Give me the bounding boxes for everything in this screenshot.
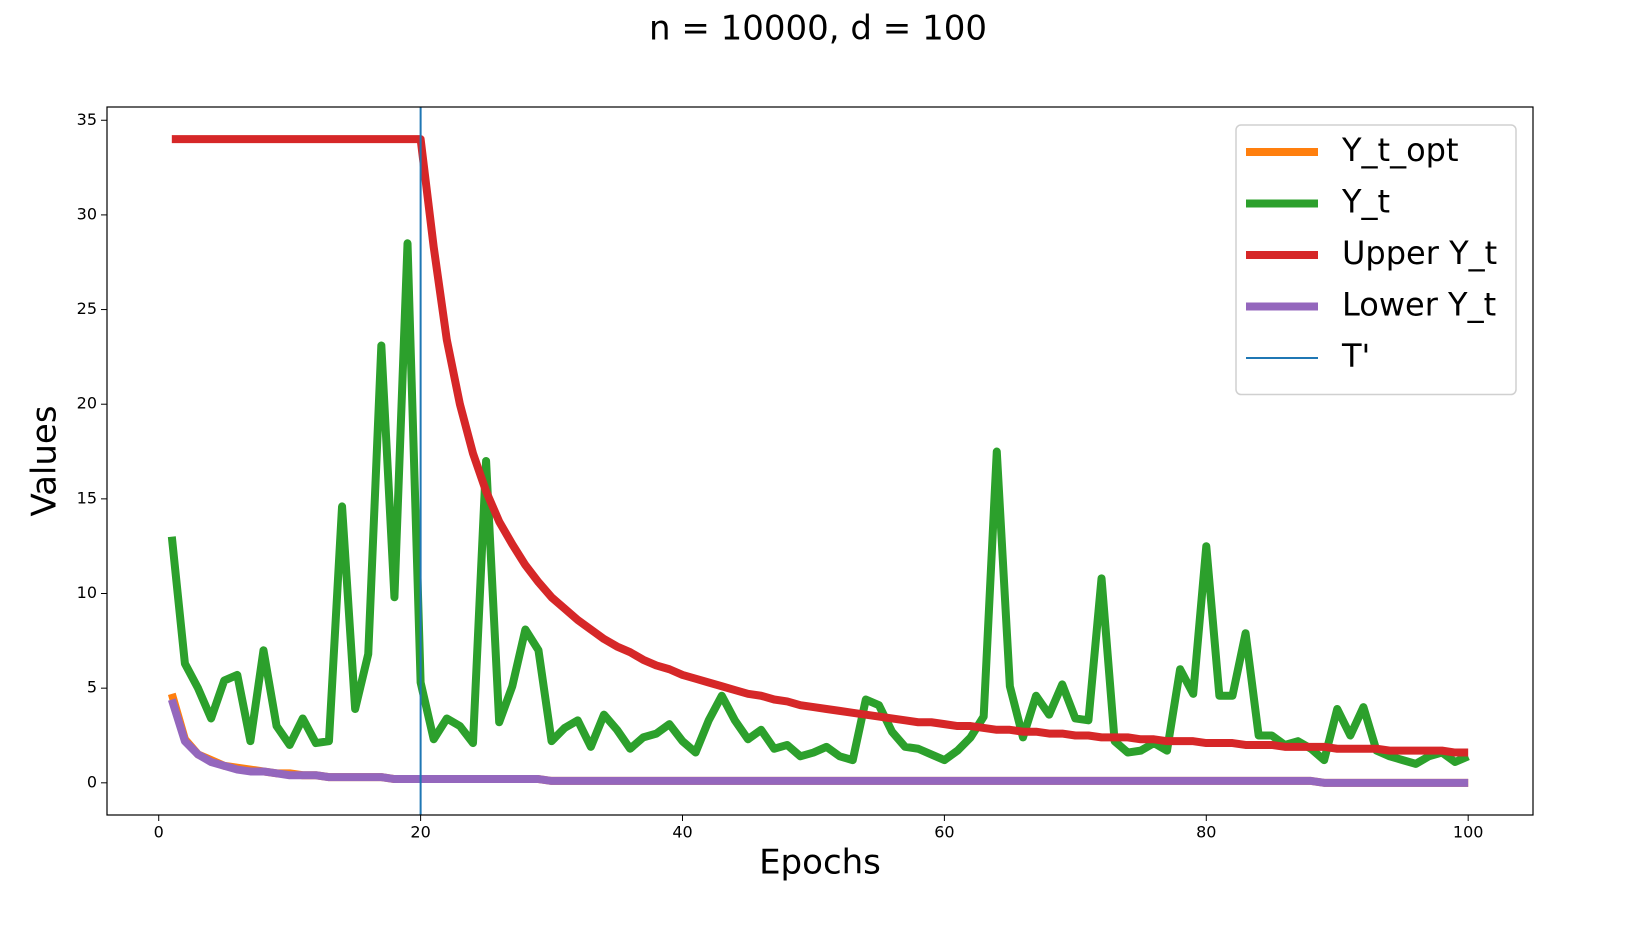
plot-frame (106, 106, 1534, 816)
y-tick-label: 0 (87, 772, 97, 791)
legend-box (1235, 124, 1517, 396)
line-series (171, 135, 1469, 757)
line-series (167, 239, 1470, 768)
legend-label: T' (1341, 337, 1370, 375)
x-tick-label: 80 (1196, 823, 1216, 842)
line-series (168, 698, 1469, 787)
x-tick-label: 60 (934, 823, 954, 842)
legend-label: Lower Y_t (1342, 286, 1496, 324)
legend-label: Y_t_opt (1341, 131, 1459, 169)
y-axis-label: Values (25, 405, 65, 516)
legend-label: Upper Y_t (1342, 234, 1497, 272)
y-tick-label: 5 (87, 678, 97, 697)
x-tick-label: 40 (672, 823, 692, 842)
chart-title: n = 10000, d = 100 (649, 9, 987, 49)
x-tick-label: 0 (154, 823, 164, 842)
y-tick-label: 25 (77, 299, 97, 318)
y-tick-label: 30 (77, 204, 97, 223)
x-axis-label: Epochs (759, 843, 881, 883)
y-tick-label: 10 (77, 583, 97, 602)
y-tick-label: 15 (77, 488, 97, 507)
y-tick-label: 35 (77, 110, 97, 129)
x-tick-label: 100 (1453, 823, 1484, 842)
y-tick-label: 20 (77, 394, 97, 413)
legend-label: Y_t (1341, 183, 1390, 221)
x-tick-label: 20 (410, 823, 430, 842)
